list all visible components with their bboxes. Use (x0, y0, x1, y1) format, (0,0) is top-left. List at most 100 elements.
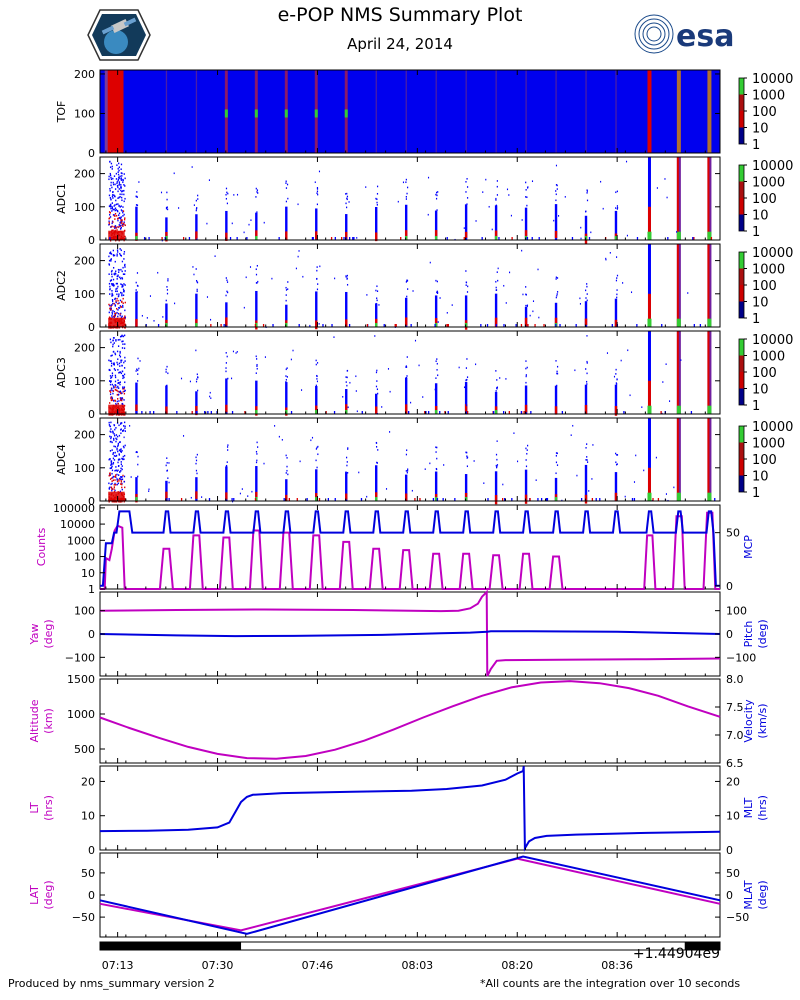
spec-dot (114, 451, 116, 454)
spec-dot (119, 276, 121, 279)
spec-dot (118, 177, 120, 179)
spec-dot (111, 284, 113, 286)
spec-burst (434, 471, 438, 501)
spec-dot (116, 164, 118, 166)
spec-dot (520, 324, 523, 327)
spec-dot (116, 422, 119, 424)
spec-dot (574, 369, 576, 372)
spec-dot (120, 172, 122, 174)
spec-dot (108, 213, 111, 216)
spec-dot (120, 398, 122, 401)
spec-dot (124, 270, 126, 272)
spec-dot (116, 480, 119, 483)
spec-dot (496, 271, 498, 273)
spec-dot (278, 237, 280, 240)
spec-dot (120, 479, 122, 481)
spec-dot (109, 435, 111, 438)
spec-dot (118, 474, 120, 476)
spec-dot (586, 383, 588, 385)
spec-dot (480, 324, 482, 327)
spec-dot (526, 304, 529, 307)
spec-dot (122, 285, 124, 288)
spec-dot (572, 424, 574, 427)
spec-dot (546, 498, 549, 501)
spec-dot (195, 279, 198, 282)
spec-dot (108, 175, 110, 178)
spec-dot (124, 343, 126, 345)
spec-dot (123, 218, 126, 221)
series-line-mlat (99, 855, 721, 935)
spec-dot (121, 276, 123, 279)
spec-dot (109, 383, 112, 386)
spec-dot (586, 189, 588, 192)
spec-dot (160, 191, 163, 194)
spec-burst-core (135, 497, 138, 501)
spec-burst (676, 418, 679, 501)
spec-dot (111, 489, 113, 492)
spec-dot (189, 380, 191, 383)
spec-dot (110, 178, 113, 181)
spec-dot (121, 486, 123, 489)
spec-dot (311, 237, 314, 240)
spec-dot (381, 406, 383, 408)
spec-dot (346, 192, 348, 195)
spec-dot (473, 460, 475, 462)
spec-burst-core (676, 492, 681, 501)
spec-dot (180, 377, 183, 380)
spec-dot (564, 196, 566, 198)
spec-dot (495, 197, 497, 200)
spec-dot (590, 231, 592, 234)
spec-dot (122, 306, 124, 308)
left-axis-label: (deg) (42, 619, 55, 648)
spec-burst-core (464, 497, 468, 501)
spec-dot (418, 364, 420, 367)
tof-burst (104, 70, 108, 153)
spec-dot (580, 498, 583, 501)
spec-burst (375, 465, 378, 501)
spec-dot (112, 457, 115, 460)
x-tick-label: 07:30 (202, 959, 234, 972)
spec-dot (117, 302, 119, 305)
spec-dot (113, 368, 116, 370)
spec-dot (195, 469, 198, 472)
spec-dot (243, 306, 245, 309)
spec-dot (624, 495, 626, 498)
colorbar-label: 10 (752, 296, 769, 311)
spec-burst-core (554, 406, 558, 415)
y-tick-label: 100 (74, 375, 95, 388)
spec-dot (112, 197, 114, 199)
spec-dot (246, 237, 248, 240)
spec-dot (122, 304, 124, 307)
spec-burst (404, 377, 408, 414)
spec-dot (168, 498, 170, 501)
spec-dot (196, 290, 198, 293)
spec-dot (119, 314, 121, 317)
spec-dot (195, 237, 197, 240)
panel-ylabel: ADC4 (55, 444, 68, 475)
spec-dot (117, 444, 119, 446)
spec-dot (116, 478, 118, 480)
spec-dot (465, 367, 468, 369)
spec-dot (123, 193, 125, 196)
spec-burst-core (165, 406, 168, 415)
spec-burst-core (135, 318, 138, 328)
spec-burst-core (614, 236, 618, 240)
spec-dot (136, 191, 138, 193)
spec-dot (555, 360, 557, 362)
tof-streak (615, 70, 617, 153)
spec-dot (376, 185, 379, 188)
spec-dot (355, 375, 357, 378)
spec-dot (108, 205, 111, 208)
spec-burst (225, 378, 228, 414)
spec-dot (112, 309, 114, 312)
spec-dot (116, 438, 118, 441)
spec-dot (109, 161, 111, 163)
spec-dot (475, 220, 477, 222)
spec-dot (525, 374, 527, 376)
spec-dot (605, 257, 607, 260)
spec-dot (182, 435, 185, 437)
colorbar-segment (739, 339, 744, 356)
spec-dot (660, 411, 662, 414)
spec-dot (419, 498, 421, 501)
spec-dot (108, 368, 110, 371)
